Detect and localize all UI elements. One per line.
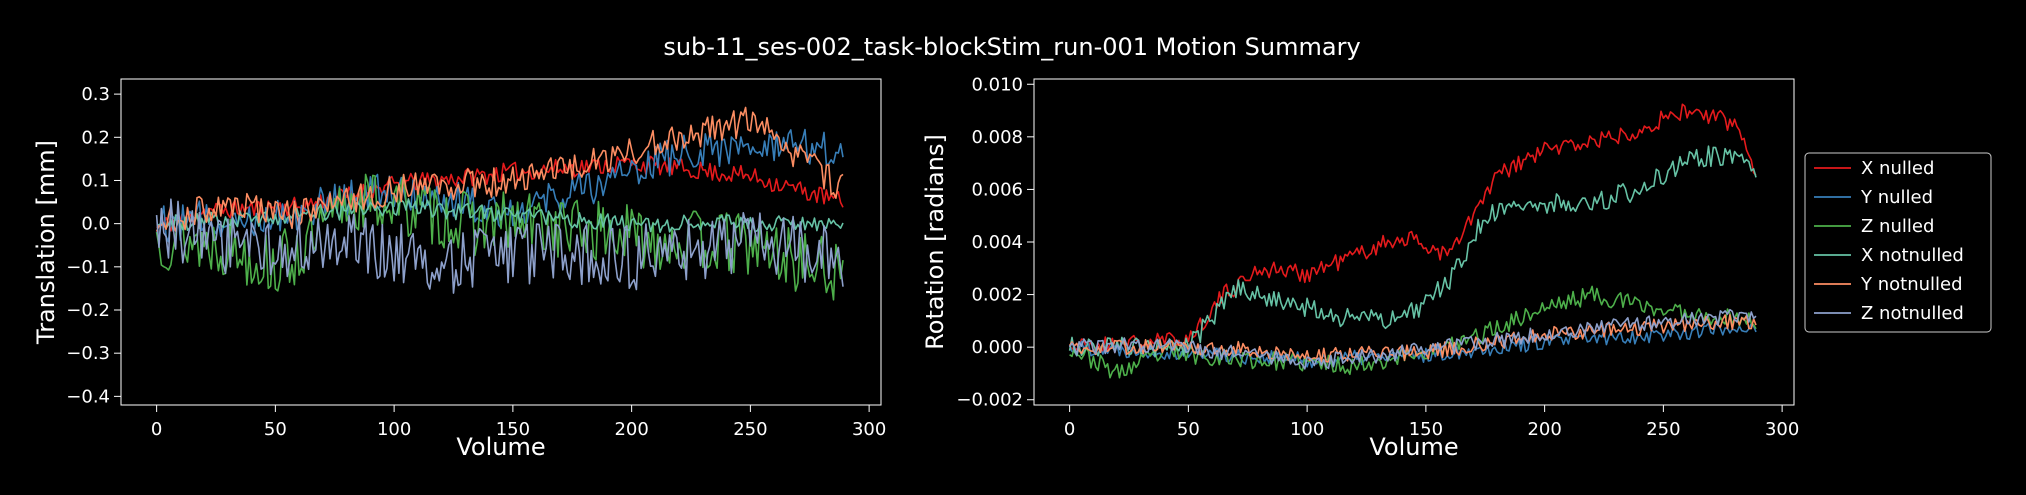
translation-y-axis-label: Translation [mm] [32,140,60,345]
translation-y-tick-label: −0.2 [66,300,110,321]
rotation-x-tick-label: 50 [1177,419,1200,440]
translation-y-tick-label: 0.2 [81,127,110,148]
rotation-y-tick-label: 0.006 [971,179,1023,200]
rotation-y-tick-label: −0.002 [956,390,1023,411]
translation-y-tick-label: −0.4 [66,386,110,407]
translation-series-y-nulled [155,128,844,243]
rotation-x-tick-label: 250 [1646,419,1680,440]
rotation-x-axis-label: Volume [1369,433,1458,461]
translation-y-ticks: −0.4 −0.3 −0.2 −0.1 0.0 0.1 0.2 0.3 [66,84,121,407]
translation-x-ticks: 0 50 100 150 200 250 300 [151,405,886,440]
translation-y-tick-label: 0.3 [81,84,110,105]
legend-label-z-nulled: Z nulled [1861,216,1934,237]
translation-y-tick-label: 0.0 [81,214,110,235]
translation-series-x-notnulled [156,198,844,233]
rotation-y-tick-label: 0.010 [971,74,1023,95]
legend: X nulled Y nulled Z nulled X notnulled Y not… [1804,152,1992,333]
rotation-y-ticks: −0.002 0.000 0.002 0.004 0.006 0.008 0.010 [956,74,1034,411]
rotation-y-tick-label: 0.000 [971,337,1023,358]
rotation-series-z-notnulled [1068,308,1757,370]
translation-x-tick-label: 200 [614,419,648,440]
translation-subplot: 0 50 100 150 200 250 300 −0.4 −0.3 −0.2 −0.1 0.0 0.… [32,78,886,461]
legend-label-y-nulled: Y nulled [1860,187,1933,208]
rotation-y-axis-label: Rotation [radians] [921,134,949,350]
legend-label-x-notnulled: X notnulled [1861,245,1964,266]
rotation-x-tick-label: 150 [1409,419,1443,440]
rotation-y-tick-label: 0.002 [971,285,1023,306]
translation-y-tick-label: −0.3 [66,343,110,364]
legend-label-x-nulled: X nulled [1861,158,1934,179]
rotation-y-tick-label: 0.008 [971,127,1023,148]
legend-label-z-notnulled: Z notnulled [1861,303,1964,324]
legend-frame [1804,152,1992,333]
rotation-x-tick-label: 300 [1765,419,1799,440]
rotation-x-tick-label: 200 [1527,419,1561,440]
translation-x-axis-label: Volume [456,433,545,461]
translation-x-tick-label: 300 [852,419,886,440]
translation-y-tick-label: 0.1 [81,170,110,191]
rotation-subplot: 0 50 100 150 200 250 300 −0.002 0.000 0.002 0.004… [921,74,1799,461]
translation-x-tick-label: 250 [733,419,767,440]
rotation-x-tick-label: 100 [1290,419,1324,440]
rotation-series-x-notnulled [1068,145,1757,358]
translation-x-tick-label: 50 [264,419,287,440]
translation-axes-frame [120,78,882,406]
figure-title: sub-11_ses-002_task-blockStim_run-001 Mo… [663,33,1360,61]
translation-x-tick-label: 0 [151,419,162,440]
rotation-x-tick-label: 0 [1064,419,1075,440]
translation-x-tick-label: 100 [377,419,411,440]
translation-series-y-notnulled [155,106,844,232]
rotation-y-tick-label: 0.004 [971,232,1023,253]
legend-label-y-notnulled: Y notnulled [1860,274,1963,295]
translation-y-tick-label: −0.1 [66,257,110,278]
rotation-x-ticks: 0 50 100 150 200 250 300 [1064,405,1799,440]
translation-x-tick-label: 150 [496,419,530,440]
translation-series-z-notnulled [155,198,844,294]
